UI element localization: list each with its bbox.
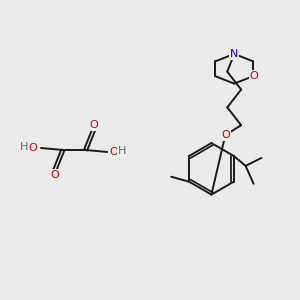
Text: O: O xyxy=(109,147,118,157)
Text: N: N xyxy=(230,49,238,59)
Text: O: O xyxy=(89,120,98,130)
Text: H: H xyxy=(118,146,126,156)
Text: O: O xyxy=(250,71,259,81)
Text: O: O xyxy=(50,170,59,180)
Text: O: O xyxy=(221,130,230,140)
Text: O: O xyxy=(29,143,38,153)
Text: H: H xyxy=(20,142,28,152)
